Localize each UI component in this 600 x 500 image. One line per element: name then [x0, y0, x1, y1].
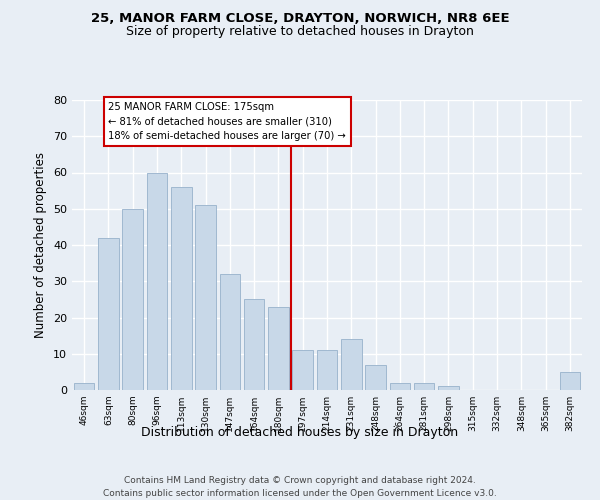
Bar — [268, 306, 289, 390]
Bar — [122, 209, 143, 390]
Bar — [244, 300, 265, 390]
Text: 25, MANOR FARM CLOSE, DRAYTON, NORWICH, NR8 6EE: 25, MANOR FARM CLOSE, DRAYTON, NORWICH, … — [91, 12, 509, 26]
Bar — [74, 383, 94, 390]
Bar — [560, 372, 580, 390]
Text: 25 MANOR FARM CLOSE: 175sqm
← 81% of detached houses are smaller (310)
18% of se: 25 MANOR FARM CLOSE: 175sqm ← 81% of det… — [109, 102, 346, 142]
Bar — [195, 205, 216, 390]
Bar — [317, 350, 337, 390]
Text: Contains HM Land Registry data © Crown copyright and database right 2024.
Contai: Contains HM Land Registry data © Crown c… — [103, 476, 497, 498]
Bar — [292, 350, 313, 390]
Bar — [341, 339, 362, 390]
Bar — [365, 364, 386, 390]
Bar — [389, 383, 410, 390]
Bar — [98, 238, 119, 390]
Bar — [171, 187, 191, 390]
Bar — [220, 274, 240, 390]
Text: Distribution of detached houses by size in Drayton: Distribution of detached houses by size … — [142, 426, 458, 439]
Bar — [438, 386, 459, 390]
Text: Size of property relative to detached houses in Drayton: Size of property relative to detached ho… — [126, 25, 474, 38]
Bar — [146, 172, 167, 390]
Bar — [414, 383, 434, 390]
Y-axis label: Number of detached properties: Number of detached properties — [34, 152, 47, 338]
